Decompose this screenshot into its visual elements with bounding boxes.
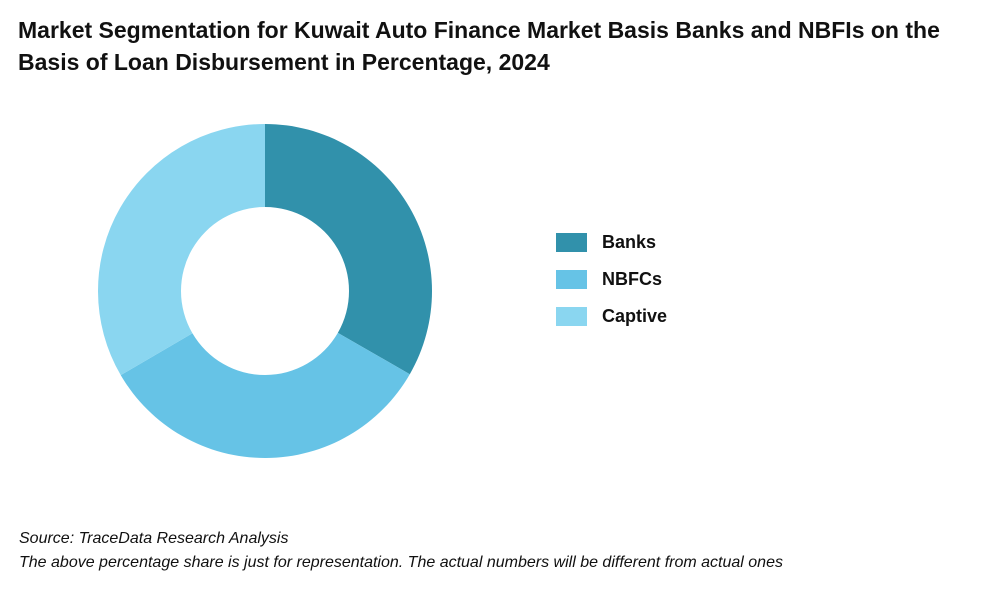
- legend-swatch-captive: [556, 307, 587, 326]
- source-note: Source: TraceData Research Analysis: [19, 530, 289, 547]
- legend-item-captive: Captive: [556, 298, 667, 335]
- legend-label-nbfcs: NBFCs: [602, 269, 663, 289]
- disclaimer-note: The above percentage share is just for r…: [19, 554, 783, 571]
- legend-item-banks: Banks: [556, 224, 667, 261]
- legend-label-captive: Captive: [602, 306, 668, 326]
- legend-swatch-banks: [556, 233, 587, 252]
- legend-item-nbfcs: NBFCs: [556, 261, 667, 298]
- donut-slice-nbfcs: [120, 332, 410, 458]
- legend-label-banks: Banks: [602, 232, 657, 252]
- legend-swatch-nbfcs: [556, 270, 587, 289]
- chart-footer: Source: TraceData Research Analysis The …: [19, 527, 783, 575]
- donut-chart: [97, 123, 432, 458]
- chart-legend: Banks NBFCs Captive: [556, 224, 667, 335]
- donut-slice-banks: [265, 124, 432, 375]
- donut-slice-captive: [97, 123, 265, 376]
- chart-title: Market Segmentation for Kuwait Auto Fina…: [18, 17, 940, 75]
